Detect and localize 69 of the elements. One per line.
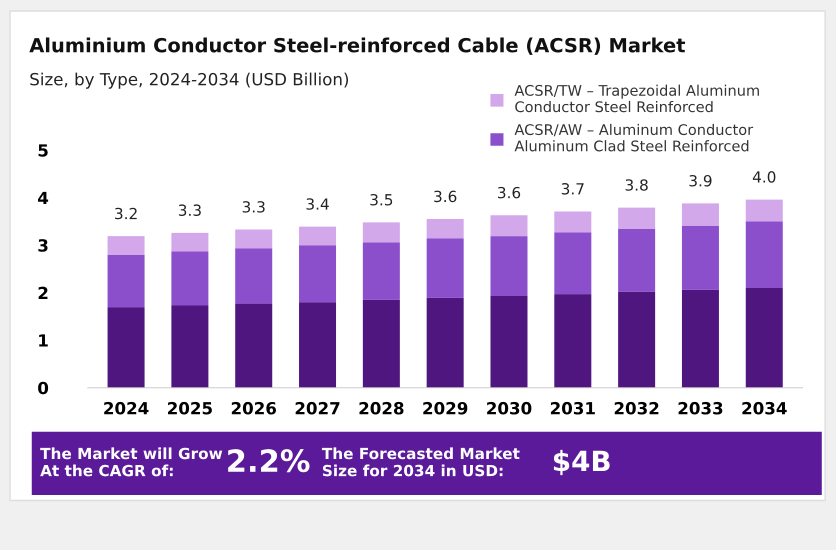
bar — [362, 222, 400, 242]
bar — [490, 236, 528, 296]
x-tick-label: 2024 — [104, 402, 148, 415]
bar — [554, 211, 592, 232]
bar — [554, 294, 592, 388]
bar — [299, 245, 336, 302]
y-tick-label: 0 — [38, 382, 48, 394]
x-tick-label: 2030 — [487, 402, 532, 415]
bar — [426, 238, 464, 298]
x-tick-label: 2026 — [232, 402, 276, 415]
bar — [618, 208, 656, 230]
bar — [554, 232, 592, 294]
chart-title: Aluminium Conductor Steel-reinforced Cable (ACSR) Market — [29, 37, 686, 55]
bar — [235, 248, 272, 304]
total-label: 3.6 — [434, 190, 456, 202]
text: The Market will Grow At the CAGR of: — [40, 447, 222, 476]
legend-label: ACSR/TW – Trapezoidal Aluminum Conductor Steel Reinforced — [514, 84, 759, 112]
x-tick-label: 2032 — [614, 402, 658, 415]
bar — [746, 288, 783, 388]
chart-subtitle: Size, by Type, 2024-2034 (USD Billion) — [30, 72, 348, 89]
y-tick-label: 2 — [38, 286, 48, 300]
bar — [171, 232, 208, 252]
bar — [171, 251, 208, 306]
bar — [426, 298, 464, 388]
x-tick-label: 2025 — [168, 402, 212, 415]
bar — [108, 236, 145, 255]
bar — [490, 296, 528, 388]
bar — [235, 230, 272, 249]
bar — [171, 306, 208, 388]
legend-label: ACSR/AW – Aluminum Conductor Aluminum Clad Steel Reinforced — [514, 124, 754, 152]
total-label: 3.3 — [178, 204, 201, 216]
total-label: 3.3 — [242, 201, 265, 213]
bar — [362, 242, 400, 300]
bar — [299, 302, 336, 388]
bar — [108, 254, 145, 308]
bar — [682, 226, 719, 290]
bar — [618, 292, 656, 388]
y-tick-label: 3 — [38, 239, 48, 252]
x-tick-label: 2031 — [550, 402, 595, 415]
bar — [682, 290, 719, 388]
bar — [490, 215, 528, 236]
total-label: 3.5 — [370, 194, 392, 206]
bar — [746, 221, 783, 288]
x-tick-label: 2034 — [742, 402, 787, 415]
text: 2.2% — [228, 449, 310, 472]
y-tick-label: 4 — [38, 192, 48, 204]
text: The Forecasted Market Size for 2034 in USD: — [322, 447, 520, 476]
bar — [108, 307, 145, 388]
bar — [682, 203, 719, 226]
y-tick-label: 1 — [39, 334, 48, 347]
x-tick-label: 2027 — [296, 402, 340, 415]
x-tick-label: 2028 — [359, 402, 404, 415]
bar — [618, 229, 656, 292]
bar — [746, 200, 783, 222]
total-label: 3.2 — [115, 208, 137, 220]
total-label: 3.7 — [562, 183, 584, 195]
x-tick-label: 2029 — [423, 402, 468, 415]
total-label: 4.0 — [752, 171, 776, 183]
bar — [299, 226, 336, 246]
bar — [362, 300, 400, 388]
y-tick-label: 5 — [38, 144, 48, 157]
total-label: 3.4 — [306, 198, 329, 210]
x-tick-label: 2033 — [678, 402, 722, 415]
text: $4B — [554, 450, 610, 476]
bar — [426, 219, 464, 239]
bar — [235, 304, 272, 388]
total-label: 3.6 — [498, 186, 520, 198]
total-label: 3.9 — [689, 174, 712, 187]
total-label: 3.8 — [626, 179, 648, 191]
